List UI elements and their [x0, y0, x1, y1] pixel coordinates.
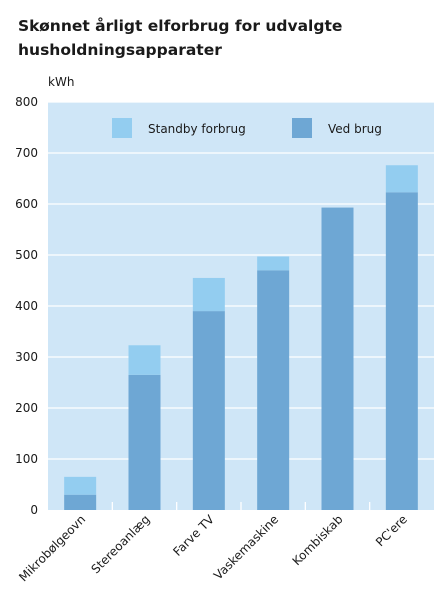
category-label: Kombiskab — [290, 512, 346, 568]
y-axis-ticks: 0 100 200 300 400 500 600 700 800 — [15, 95, 38, 517]
legend-label: Ved brug — [328, 122, 382, 136]
category-label: Stereoanlæg — [88, 512, 152, 576]
y-tick-label: 0 — [30, 503, 38, 517]
y-tick-label: 100 — [15, 452, 38, 466]
y-tick-label: 300 — [15, 350, 38, 364]
bar-standby — [128, 345, 161, 375]
y-tick-label: 200 — [15, 401, 38, 415]
x-axis-ticks — [111, 502, 371, 510]
bar-ved-brug — [128, 374, 161, 510]
y-tick-label: 500 — [15, 248, 38, 262]
legend-label: Standby forbrug — [148, 122, 246, 136]
category-label: Mikrobølgeovn — [16, 512, 88, 584]
bar-standby — [385, 165, 418, 193]
chart-title: Skønnet årligt elforbrug for udvalgte hu… — [18, 17, 343, 59]
bar-ved-brug — [385, 192, 418, 510]
bar-ved-brug — [192, 311, 225, 510]
gridlines — [48, 101, 434, 460]
y-tick-label: 600 — [15, 197, 38, 211]
bar-standby — [64, 476, 97, 495]
category-labels: Mikrobølgeovn Stereoanlæg Farve TVVaskemas… — [16, 512, 410, 585]
bar-standby — [192, 277, 225, 312]
bar-ved-brug — [257, 270, 290, 510]
category-label: Vaskemaskine — [211, 512, 281, 582]
legend-swatch — [292, 118, 312, 138]
category-label: PC'ere — [373, 512, 410, 549]
bar-ved-brug — [321, 207, 354, 510]
bar-ved-brug — [64, 494, 97, 510]
bar-standby — [257, 256, 290, 271]
bars — [64, 165, 418, 510]
y-axis-unit-label: kWh — [48, 75, 75, 89]
category-label: Farve TV — [170, 512, 217, 559]
y-tick-label: 800 — [15, 95, 38, 109]
y-tick-label: 700 — [15, 146, 38, 160]
legend-swatch — [112, 118, 132, 138]
legend: Standby forbrug Ved brug — [112, 118, 382, 138]
y-tick-label: 400 — [15, 299, 38, 313]
